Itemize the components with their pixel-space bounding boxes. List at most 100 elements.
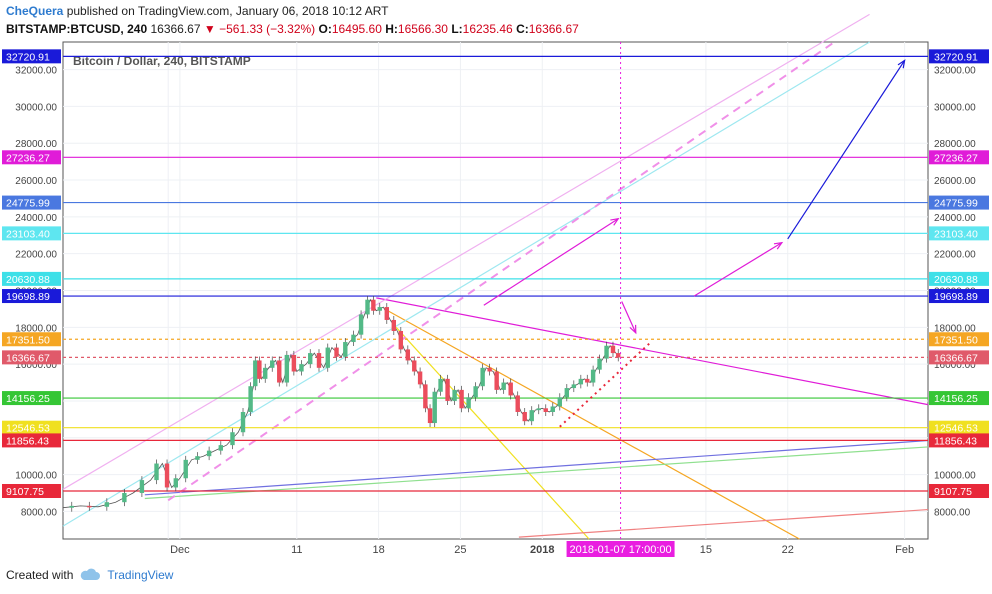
candle-body xyxy=(87,505,92,508)
high-label: H: xyxy=(385,22,398,36)
ohlc-line: BITSTAMP:BTCUSD, 240 16366.67 ▼ −561.33 … xyxy=(6,22,579,36)
y-tick-label-left: 24000.00 xyxy=(15,213,57,224)
y-tick-label-right: 30000.00 xyxy=(934,102,976,113)
price-level-label-right: 17351.50 xyxy=(934,334,978,346)
candle-body xyxy=(417,371,423,385)
price-level-label-left: 11856.43 xyxy=(6,435,49,447)
open-value: 16495.60 xyxy=(331,22,382,36)
price-change: ▼ −561.33 (−3.32%) xyxy=(203,22,316,36)
projection-dotted-red xyxy=(559,341,652,428)
price-level-tag-right xyxy=(929,271,989,286)
price-level-tag-left xyxy=(2,350,61,365)
y-tick-label-left: 28000.00 xyxy=(15,139,57,150)
candle-body xyxy=(334,347,339,357)
close-value: 16366.67 xyxy=(528,22,579,36)
candle-body xyxy=(308,353,313,365)
close-label: C: xyxy=(516,22,529,36)
candle-body xyxy=(398,330,404,350)
price-level-label-right: 16366.67 xyxy=(934,352,978,364)
price-level-label-left: 19698.89 xyxy=(6,291,50,303)
price-level-tag-left xyxy=(2,332,61,347)
candle-body xyxy=(183,459,188,479)
candle-body xyxy=(365,299,370,315)
trend-line-blue-rising xyxy=(144,439,929,496)
chart-header: CheQuera published on TradingView.com, J… xyxy=(6,4,579,36)
price-level-tag-left xyxy=(2,271,61,286)
price-level-tag-left xyxy=(2,195,61,210)
candle-body xyxy=(466,397,471,409)
candle-body xyxy=(564,388,570,398)
candle-body xyxy=(501,382,506,390)
price-level-tag-right xyxy=(929,49,989,64)
open-label: O: xyxy=(318,22,332,36)
trend-line-red-rising xyxy=(518,508,929,538)
author-name[interactable]: CheQuera xyxy=(6,4,64,18)
candle-body xyxy=(154,463,159,481)
projection-arrow-line xyxy=(787,60,906,240)
projection-arrow-line xyxy=(621,301,637,334)
candle-body xyxy=(139,480,145,493)
candle-body xyxy=(459,389,464,409)
candle-body xyxy=(610,345,616,354)
high-value: 16566.30 xyxy=(397,22,448,36)
y-tick-label-right: 24000.00 xyxy=(934,213,976,224)
candle-body xyxy=(494,371,499,390)
y-tick-label-left: 22000.00 xyxy=(15,250,57,261)
y-tick-label-left: 10000.00 xyxy=(15,471,57,482)
candle-body xyxy=(104,502,110,507)
price-level-tag-right xyxy=(929,483,989,498)
projection-arrow-line xyxy=(693,242,783,297)
date-marker-tag xyxy=(566,541,675,557)
price-level-tag-left xyxy=(2,49,61,64)
tradingview-link[interactable]: TradingView xyxy=(107,568,174,582)
price-level-tag-right xyxy=(929,289,989,304)
y-tick-label-right: 26000.00 xyxy=(934,176,976,187)
candle-body xyxy=(257,360,262,379)
y-tick-label-right: 32000.00 xyxy=(934,66,976,77)
candle-body xyxy=(384,307,389,320)
candle-body xyxy=(377,307,382,311)
candle-body xyxy=(230,432,235,446)
footer: Created with TradingView xyxy=(6,568,173,582)
candle-body xyxy=(529,410,534,422)
candle-body xyxy=(358,314,364,335)
candle-body xyxy=(277,360,282,383)
price-level-label-right: 24775.99 xyxy=(934,198,978,210)
y-tick-label-left: 30000.00 xyxy=(15,102,57,113)
channel-median-dashed xyxy=(167,41,836,502)
y-tick-label-right: 8000.00 xyxy=(934,507,971,518)
candle-body xyxy=(604,345,609,359)
price-level-label-left: 20630.88 xyxy=(6,274,50,286)
candle-body xyxy=(550,406,555,412)
trend-line-orange-descending xyxy=(384,308,800,540)
price-level-label-left: 24775.99 xyxy=(6,198,50,210)
candle-body xyxy=(585,378,590,383)
symbol-label: BITSTAMP:BTCUSD, 240 xyxy=(6,22,148,36)
y-tick-label-left: 16000.00 xyxy=(15,360,57,371)
y-tick-label-right: 18000.00 xyxy=(934,323,976,334)
candle-body xyxy=(391,319,397,331)
candle-body xyxy=(438,378,443,392)
candle-body xyxy=(291,354,297,372)
date-marker-label: 2018-01-07 17:00:00 xyxy=(569,544,671,556)
candle-body xyxy=(69,505,74,508)
candle-body xyxy=(543,408,548,412)
candle-body xyxy=(173,478,179,488)
candle-body xyxy=(316,353,322,368)
price-level-tag-left xyxy=(2,289,61,304)
price-level-label-left: 9107.75 xyxy=(6,486,44,498)
candle-body xyxy=(508,382,513,396)
projection-arrow-head xyxy=(610,217,620,226)
price-level-label-right: 12546.53 xyxy=(934,423,978,435)
price-level-label-left: 32720.91 xyxy=(6,51,50,63)
candle-body xyxy=(405,349,411,361)
price-level-tag-right xyxy=(929,350,989,365)
candle-body xyxy=(248,386,253,412)
price-level-tag-left xyxy=(2,150,61,165)
candle-body xyxy=(427,408,433,424)
price-level-tag-left xyxy=(2,391,61,406)
candle-body xyxy=(284,354,290,383)
y-tick-label-left: 8000.00 xyxy=(21,507,58,518)
price-level-tag-right xyxy=(929,195,989,210)
